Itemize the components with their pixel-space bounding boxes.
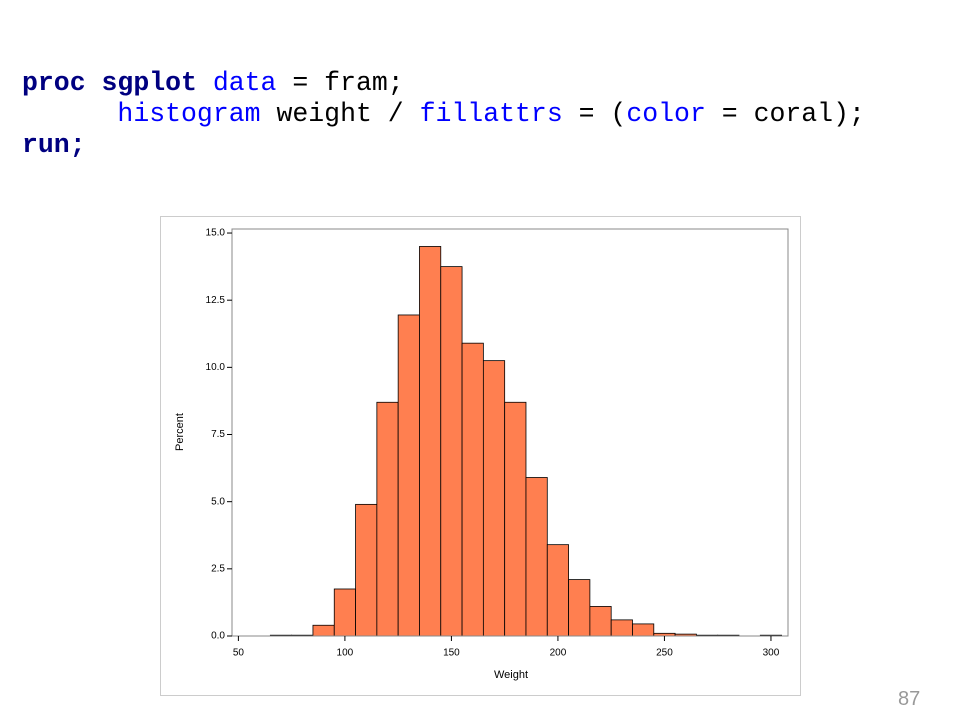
bar — [589, 606, 612, 637]
code-line: run; — [22, 130, 86, 160]
bar — [504, 401, 527, 637]
y-tick-label: 12.5 — [206, 295, 226, 306]
code-token: = fram; — [292, 68, 404, 98]
code-line: proc sgplot data = fram; — [22, 68, 404, 98]
code-token: color — [626, 99, 706, 129]
x-tick-label: 100 — [337, 648, 354, 659]
bar — [525, 477, 548, 637]
x-axis-label: Weight — [494, 669, 528, 681]
bar — [397, 314, 420, 637]
code-token: weight / — [276, 99, 404, 129]
x-tick-label: 250 — [656, 648, 673, 659]
code-token: = coral); — [721, 99, 865, 129]
bar — [312, 624, 335, 637]
code-token: run; — [22, 130, 86, 160]
y-tick-label: 15.0 — [206, 228, 226, 239]
bar — [610, 619, 633, 637]
y-axis-label: Percent — [174, 413, 186, 451]
bar — [333, 588, 356, 637]
bar — [376, 401, 399, 637]
y-tick-label: 5.0 — [211, 496, 225, 507]
code-token: histogram — [117, 99, 261, 129]
chart-border — [160, 216, 801, 696]
code-token: = ( — [578, 99, 627, 129]
code-token: proc sgplot — [22, 68, 197, 98]
bar — [419, 246, 442, 637]
y-tick-label: 2.5 — [211, 563, 225, 574]
bar — [440, 266, 463, 637]
y-tick-label: 7.5 — [211, 429, 225, 440]
x-tick-label: 200 — [550, 648, 567, 659]
bar — [461, 342, 484, 637]
x-tick-label: 150 — [443, 648, 460, 659]
page-number: 87 — [898, 688, 921, 710]
bar — [482, 360, 506, 637]
plot-frame — [231, 228, 789, 637]
x-tick-label: 300 — [763, 648, 780, 659]
y-tick-label: 10.0 — [206, 362, 226, 373]
y-tick-label: 0.0 — [211, 631, 225, 642]
code-token: fillattrs — [419, 99, 563, 129]
code-token: data — [212, 68, 277, 98]
code-line: histogram weight / fillattrs = (color = … — [22, 99, 865, 129]
x-tick-label: 50 — [233, 648, 245, 659]
bar — [355, 503, 378, 637]
bar — [546, 544, 569, 637]
bar — [632, 623, 655, 637]
bar — [568, 579, 591, 637]
